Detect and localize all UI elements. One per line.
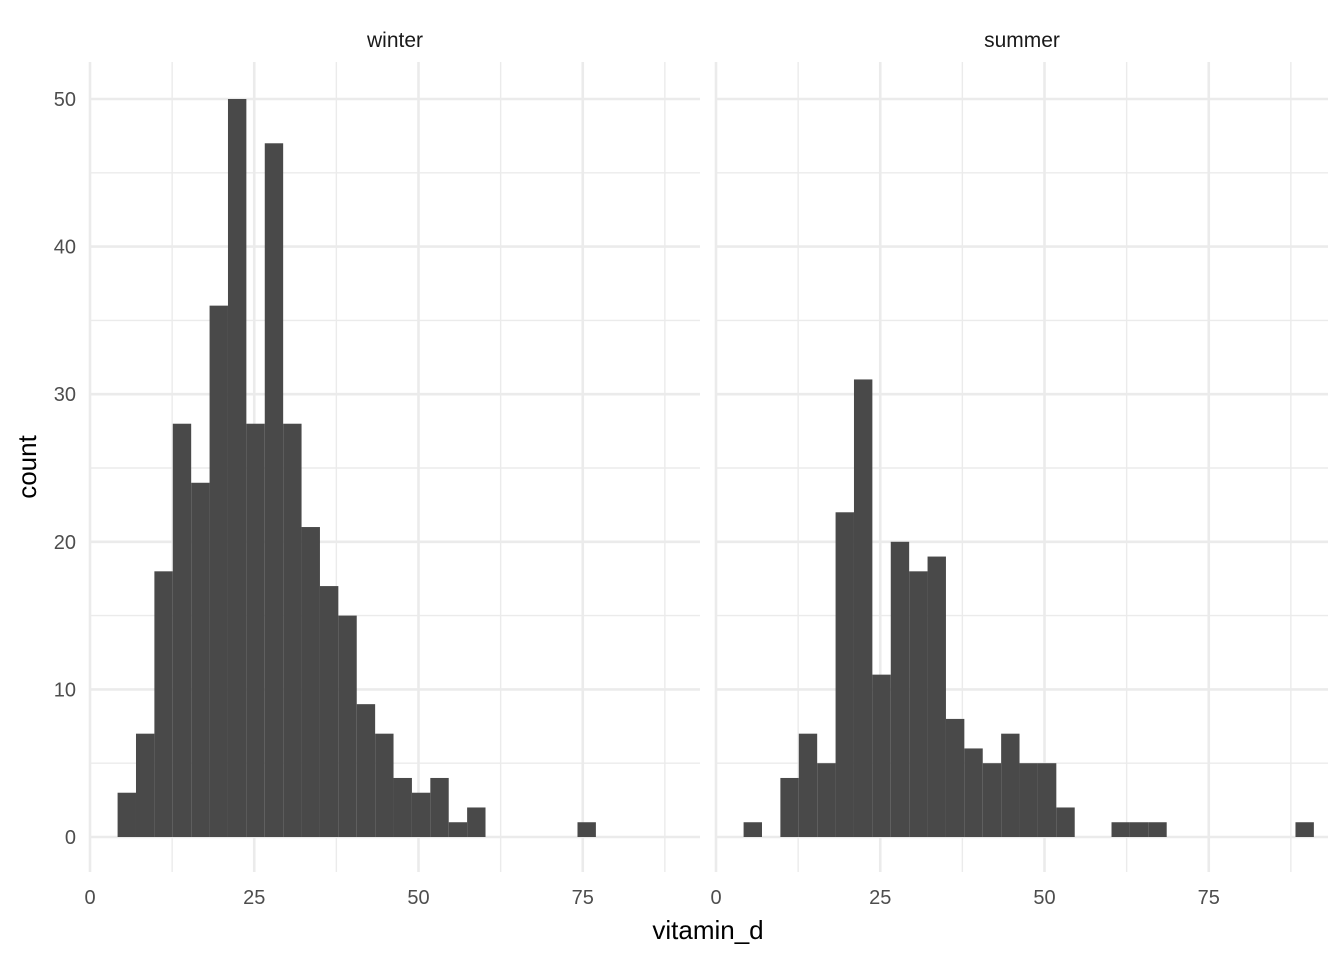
panel-winter: winter 0 25 50 75 0 10 20 30 40 50	[54, 29, 700, 909]
histogram-bar	[467, 807, 486, 837]
x-tick-label: 25	[243, 887, 265, 909]
histogram-bar	[1129, 822, 1149, 837]
y-tick-label: 30	[54, 384, 76, 406]
y-tick-label: 10	[54, 679, 76, 701]
histogram-bar	[817, 763, 836, 837]
y-tick-label: 0	[65, 827, 76, 849]
histogram-bar	[964, 748, 983, 837]
histogram-bar	[154, 571, 173, 837]
y-axis-title: count	[12, 434, 42, 498]
histogram-bar	[872, 674, 891, 837]
histogram-bar	[209, 305, 228, 837]
histogram-bar	[909, 571, 928, 837]
histogram-bar	[1019, 763, 1038, 837]
histogram-bar	[927, 556, 946, 837]
histogram-bar	[319, 586, 339, 837]
histogram-bar	[835, 512, 854, 837]
histogram-bar	[135, 733, 155, 837]
histogram-bar	[1111, 822, 1130, 837]
facet-strip-label: summer	[984, 29, 1060, 52]
facet-strip-label: winter	[366, 29, 423, 52]
histogram-bar	[375, 733, 394, 837]
x-axis-title: vitamin_d	[652, 915, 763, 945]
histogram-bar	[117, 792, 136, 837]
histogram-bar	[191, 482, 210, 837]
histogram-bar	[448, 822, 468, 837]
x-tick-label: 50	[407, 887, 429, 909]
histogram-bar	[1056, 807, 1075, 837]
x-tick-label: 25	[869, 887, 891, 909]
histogram-bar	[264, 143, 284, 837]
y-tick-label: 40	[54, 237, 76, 259]
histogram-bar	[890, 541, 910, 837]
x-tick-label: 0	[710, 887, 721, 909]
histogram-bar	[1037, 763, 1057, 837]
histogram-bar	[780, 777, 799, 837]
histogram-bar	[172, 423, 192, 837]
histogram-bar	[430, 777, 449, 837]
histogram-bar	[356, 704, 376, 837]
y-tick-label: 20	[54, 532, 76, 554]
histogram-bar	[411, 792, 431, 837]
panel-summer: summer 0 25 50 75	[710, 29, 1328, 909]
histogram-bar	[945, 718, 965, 837]
histogram-bar	[798, 733, 818, 837]
histogram-bar	[982, 763, 1002, 837]
histogram-bar	[1295, 822, 1314, 837]
histogram-bar	[246, 423, 265, 837]
histogram-bar	[853, 379, 873, 837]
x-tick-label: 50	[1033, 887, 1055, 909]
x-tick-label: 0	[84, 887, 95, 909]
x-tick-label: 75	[1198, 887, 1220, 909]
facet-panels: winter 0 25 50 75 0 10 20 30 40 50 summer 0 25 50 75	[54, 29, 1328, 909]
histogram-bar	[283, 423, 302, 837]
histogram-bar	[1148, 822, 1167, 837]
histogram-bar	[338, 615, 357, 837]
histogram-bar	[301, 527, 320, 837]
x-tick-label: 75	[572, 887, 594, 909]
histogram-bar	[227, 99, 247, 837]
histogram-bar	[577, 822, 596, 837]
y-tick-label: 50	[54, 89, 76, 111]
histogram-bar	[743, 822, 762, 837]
histogram-bar	[1001, 733, 1020, 837]
histogram-bar	[393, 777, 412, 837]
